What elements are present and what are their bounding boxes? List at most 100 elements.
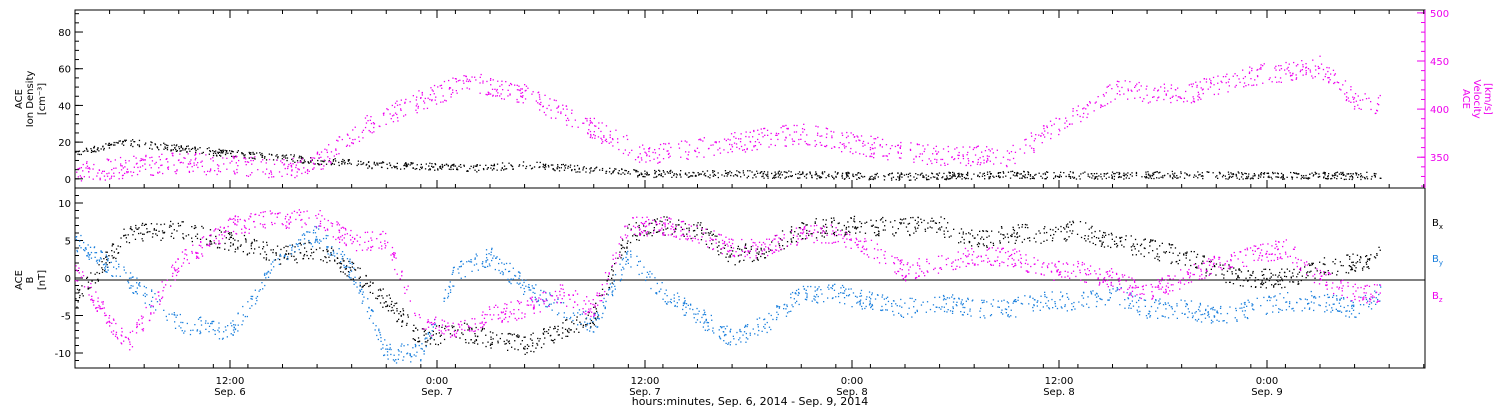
data-point-velocity — [326, 151, 328, 153]
data-point-velocity — [1305, 67, 1307, 69]
data-point-ion-density — [194, 146, 196, 148]
data-point-ion-density — [476, 165, 478, 167]
data-point-bx — [229, 233, 231, 236]
data-point-bx — [265, 257, 268, 259]
data-point-ion-density — [543, 164, 545, 166]
data-point-bx — [675, 224, 677, 226]
data-point-bx — [904, 218, 907, 220]
data-point-bx — [1310, 264, 1312, 266]
data-point-velocity — [977, 161, 979, 163]
data-point-velocity — [409, 101, 411, 103]
data-point-by — [95, 260, 98, 262]
data-point-by — [341, 251, 344, 253]
data-point-ion-density — [690, 175, 692, 177]
data-point-ion-density — [1105, 177, 1107, 180]
data-point-velocity — [362, 137, 364, 139]
data-point-velocity — [560, 111, 562, 113]
data-point-bx — [927, 222, 929, 224]
data-point-by — [649, 270, 651, 273]
data-point-bx — [243, 234, 246, 237]
data-point-ion-density — [300, 161, 302, 163]
data-point-velocity — [393, 114, 395, 116]
data-point-ion-density — [1350, 175, 1353, 177]
data-point-bx — [1120, 240, 1122, 242]
data-point-by — [651, 273, 653, 275]
data-point-velocity — [174, 171, 176, 173]
data-point-bx — [1354, 265, 1356, 267]
data-point-velocity — [1295, 74, 1297, 76]
data-point-ion-density — [1097, 178, 1099, 180]
data-point-bx — [1233, 267, 1235, 269]
data-point-bx — [120, 237, 122, 239]
data-point-velocity — [565, 105, 568, 107]
data-point-bx — [146, 228, 148, 230]
data-point-ion-density — [220, 155, 222, 157]
data-point-ion-density — [154, 144, 157, 146]
data-point-velocity — [775, 132, 778, 134]
data-point-bx — [1360, 257, 1362, 259]
data-point-bx — [266, 244, 268, 246]
data-point-velocity — [1238, 78, 1240, 80]
data-point-bx — [520, 343, 522, 345]
data-point-by — [913, 300, 915, 303]
data-point-velocity — [307, 169, 309, 171]
data-point-velocity — [1196, 86, 1198, 88]
data-point-velocity — [609, 136, 611, 139]
data-point-velocity — [1174, 89, 1177, 91]
data-point-bx — [677, 224, 679, 226]
data-point-velocity — [1302, 64, 1304, 66]
data-point-velocity — [1345, 99, 1347, 102]
data-point-bx — [820, 232, 822, 234]
data-point-ion-density — [522, 165, 524, 167]
data-point-ion-density — [1201, 175, 1203, 177]
data-point-by — [200, 324, 203, 326]
data-point-bx — [974, 237, 976, 239]
data-point-ion-density — [620, 173, 622, 175]
data-point-ion-density — [180, 146, 182, 148]
data-point-bx — [275, 254, 277, 256]
data-point-ion-density — [1231, 173, 1233, 175]
data-point-velocity — [1289, 72, 1291, 74]
data-point-bx — [1069, 221, 1071, 223]
data-point-velocity — [1210, 82, 1212, 84]
data-point-ion-density — [1027, 171, 1029, 173]
data-point-bx — [1365, 261, 1367, 264]
data-point-ion-density — [953, 172, 955, 174]
data-point-velocity — [649, 160, 651, 162]
data-point-bx — [1304, 266, 1306, 268]
data-point-velocity — [1200, 87, 1202, 89]
data-point-bx — [937, 228, 940, 230]
data-point-velocity — [110, 160, 112, 163]
data-point-velocity — [1121, 86, 1123, 89]
data-point-by — [1082, 305, 1085, 307]
data-point-ion-density — [1350, 173, 1352, 175]
data-point-bx — [1018, 235, 1021, 237]
data-point-ion-density — [857, 172, 859, 174]
data-point-velocity — [93, 163, 95, 166]
data-point-bx — [1292, 281, 1294, 283]
data-point-bx — [97, 278, 99, 280]
data-point-by — [1331, 307, 1333, 309]
data-point-bx — [846, 231, 848, 234]
data-point-ion-density — [1274, 172, 1276, 174]
data-point-velocity — [1364, 93, 1366, 95]
data-point-bx — [726, 253, 728, 255]
data-point-ion-density — [1080, 173, 1082, 175]
data-point-by — [1207, 312, 1209, 314]
data-point-bx — [254, 240, 256, 242]
data-point-by — [393, 360, 396, 362]
data-point-bx — [514, 348, 516, 350]
data-point-bx — [481, 329, 483, 331]
data-point-ion-density — [760, 171, 762, 173]
data-point-ion-density — [658, 174, 660, 176]
data-point-velocity — [1089, 101, 1091, 103]
data-point-bx — [363, 284, 366, 286]
data-point-velocity — [979, 164, 981, 166]
data-point-ion-density — [761, 175, 763, 178]
data-point-bx — [1219, 264, 1221, 266]
data-point-velocity — [246, 161, 248, 163]
data-point-velocity — [849, 151, 851, 153]
data-point-velocity — [150, 174, 152, 176]
data-point-bx — [505, 342, 507, 345]
data-point-velocity — [465, 80, 468, 82]
